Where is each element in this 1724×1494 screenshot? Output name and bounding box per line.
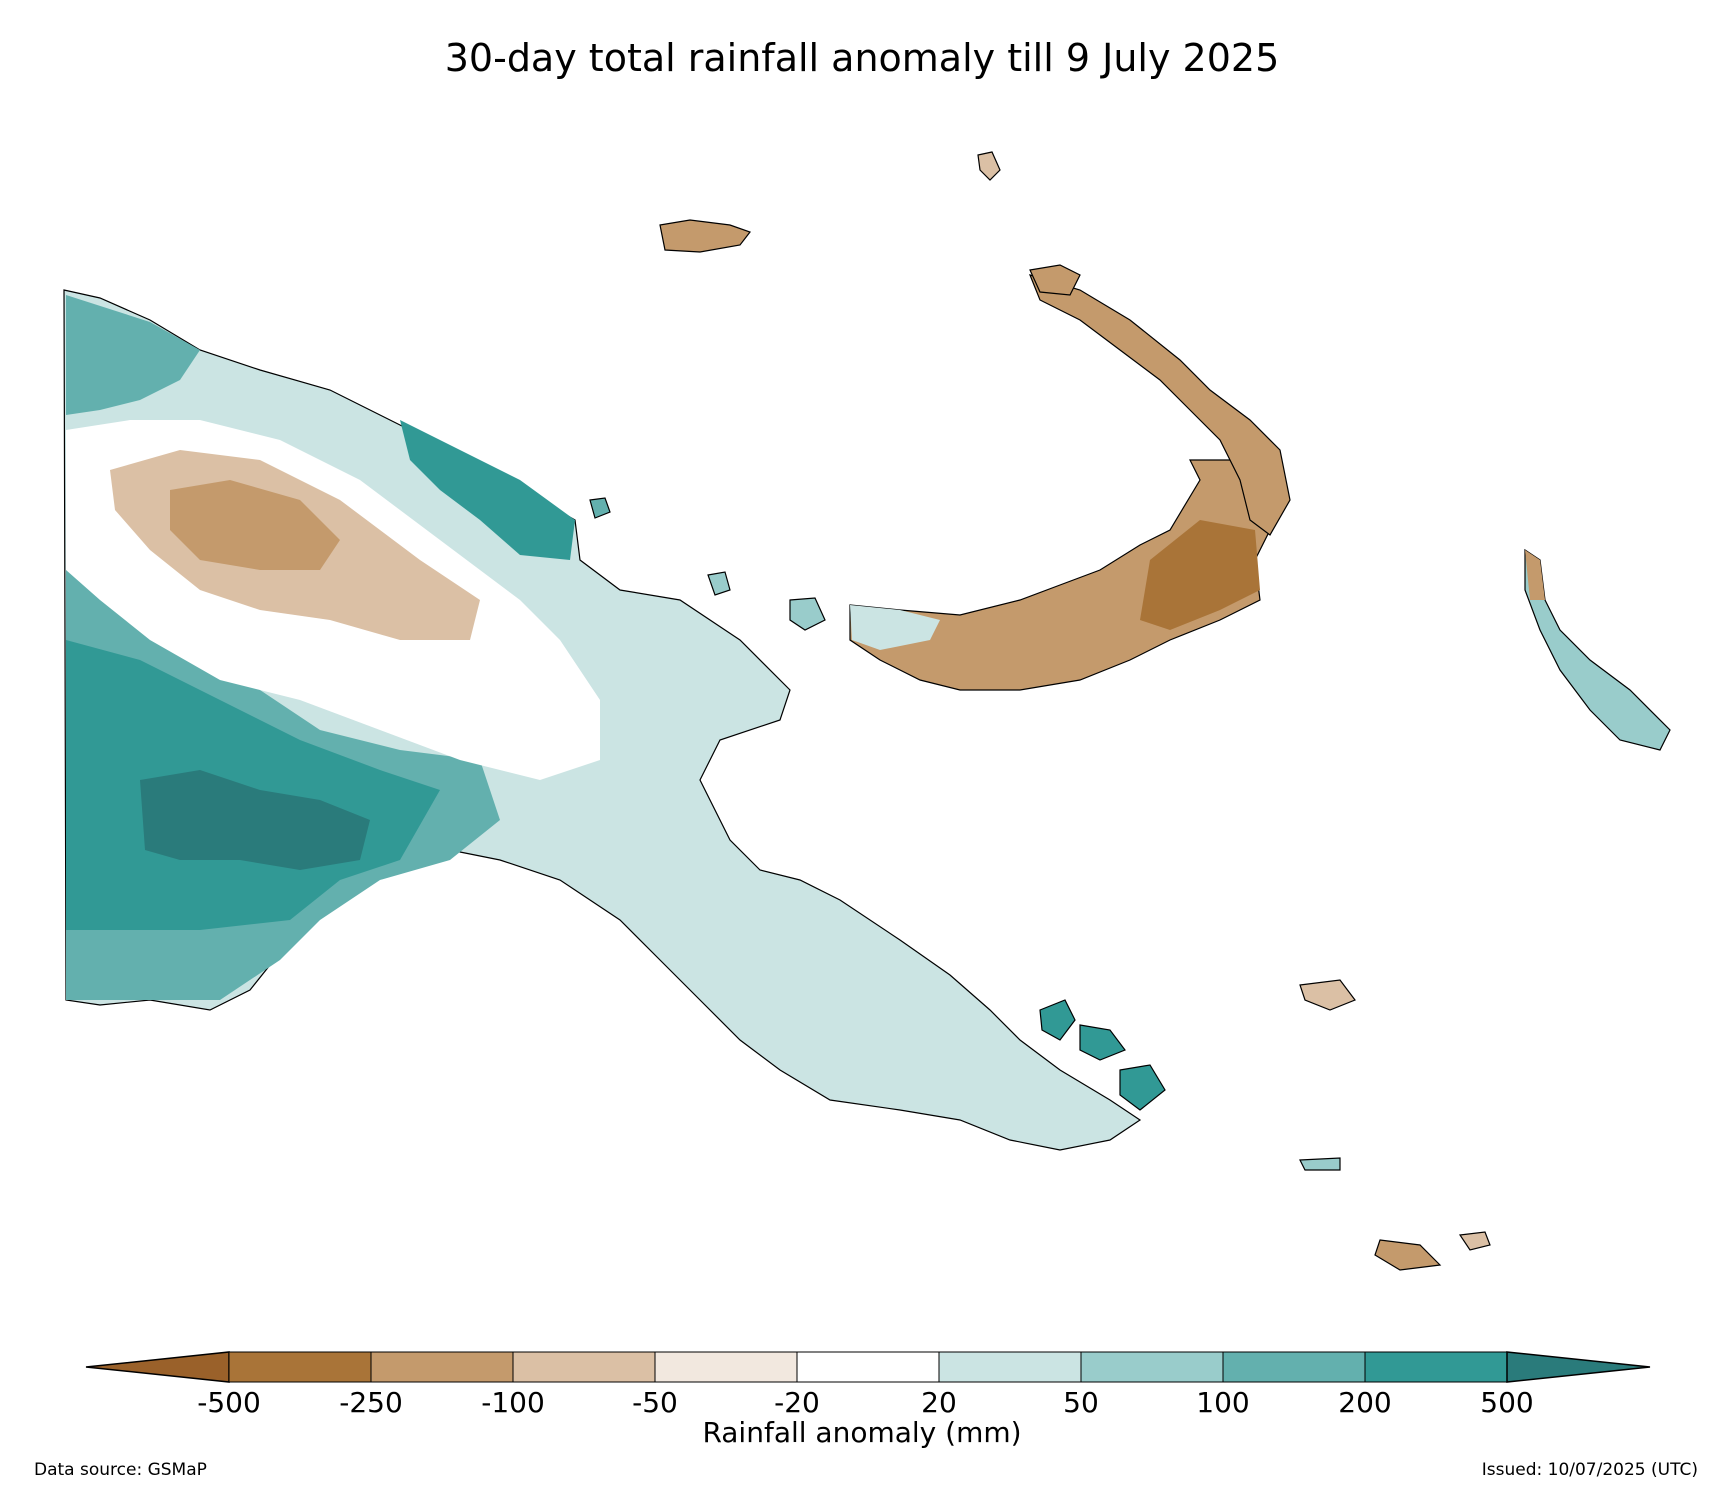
- colorbar-label: Rainfall anomaly (mm): [702, 1416, 1022, 1449]
- colorbar-tick-label: -50: [632, 1386, 678, 1419]
- northwest-coast-wet: [66, 295, 200, 415]
- rossel-island: [1374, 1239, 1442, 1271]
- colorbar-tick-label: 500: [1480, 1386, 1534, 1419]
- colorbar-tick-label: 50: [1063, 1386, 1099, 1419]
- misima-island: [1299, 1157, 1341, 1171]
- highlands-dry-core: [170, 480, 340, 570]
- colorbar-tick-label: -20: [774, 1386, 820, 1419]
- colorbar-tick-label: -250: [339, 1386, 403, 1419]
- sepik-coast-wet: [400, 420, 575, 560]
- kairiru-island: [589, 497, 611, 519]
- woodlark-island: [1299, 979, 1356, 1011]
- colorbar-bin-4: [654, 1351, 798, 1383]
- colorbar-bin-9: [1364, 1351, 1508, 1383]
- map-title: 30-day total rainfall anomaly till 9 Jul…: [444, 36, 1280, 80]
- colorbar-tick-label: -100: [481, 1386, 545, 1419]
- colorbar-tick-label: 200: [1338, 1386, 1392, 1419]
- colorbar-bin-7: [1080, 1351, 1224, 1383]
- colorbar-bin-5: [796, 1351, 940, 1383]
- colorbar-bin-2: [370, 1351, 514, 1383]
- new-ireland: [1028, 274, 1291, 536]
- new-britain-west-wet: [850, 605, 940, 650]
- tagula-island: [1458, 1231, 1491, 1251]
- colorbar-bin-6: [938, 1351, 1082, 1383]
- colorbar-tick-label: 20: [921, 1386, 957, 1419]
- mainland-papua-new-guinea: [63, 289, 1142, 1151]
- karkar-island: [707, 571, 731, 596]
- mussau-island: [977, 151, 1001, 181]
- fergusson-island: [1079, 1024, 1126, 1061]
- colorbar-high-extension: [1506, 1351, 1651, 1383]
- new-britain-east-core: [1140, 520, 1260, 630]
- bougainville-base: [1524, 548, 1671, 751]
- colorbar-bin-8: [1222, 1351, 1366, 1383]
- goodenough-island: [1039, 999, 1076, 1041]
- lavongai-island: [1029, 264, 1081, 296]
- issued-date-note: Issued: 10/07/2025 (UTC): [1481, 1460, 1698, 1480]
- south-fly-extreme: [140, 770, 370, 870]
- colorbar-low-extension: [85, 1351, 230, 1383]
- colorbar-tick-label: -500: [197, 1386, 261, 1419]
- new-britain: [849, 459, 1281, 691]
- data-source-note: Data source: GSMaP: [34, 1460, 207, 1480]
- bougainville: [1524, 548, 1671, 751]
- colorbar-bin-3: [512, 1351, 656, 1383]
- colorbar-bin-1: [228, 1351, 372, 1383]
- long-island: [789, 597, 826, 631]
- normanby-island: [1119, 1064, 1166, 1111]
- bougainville-north: [1525, 550, 1545, 600]
- manus-island: [659, 219, 751, 253]
- colorbar-tick-label: 100: [1196, 1386, 1250, 1419]
